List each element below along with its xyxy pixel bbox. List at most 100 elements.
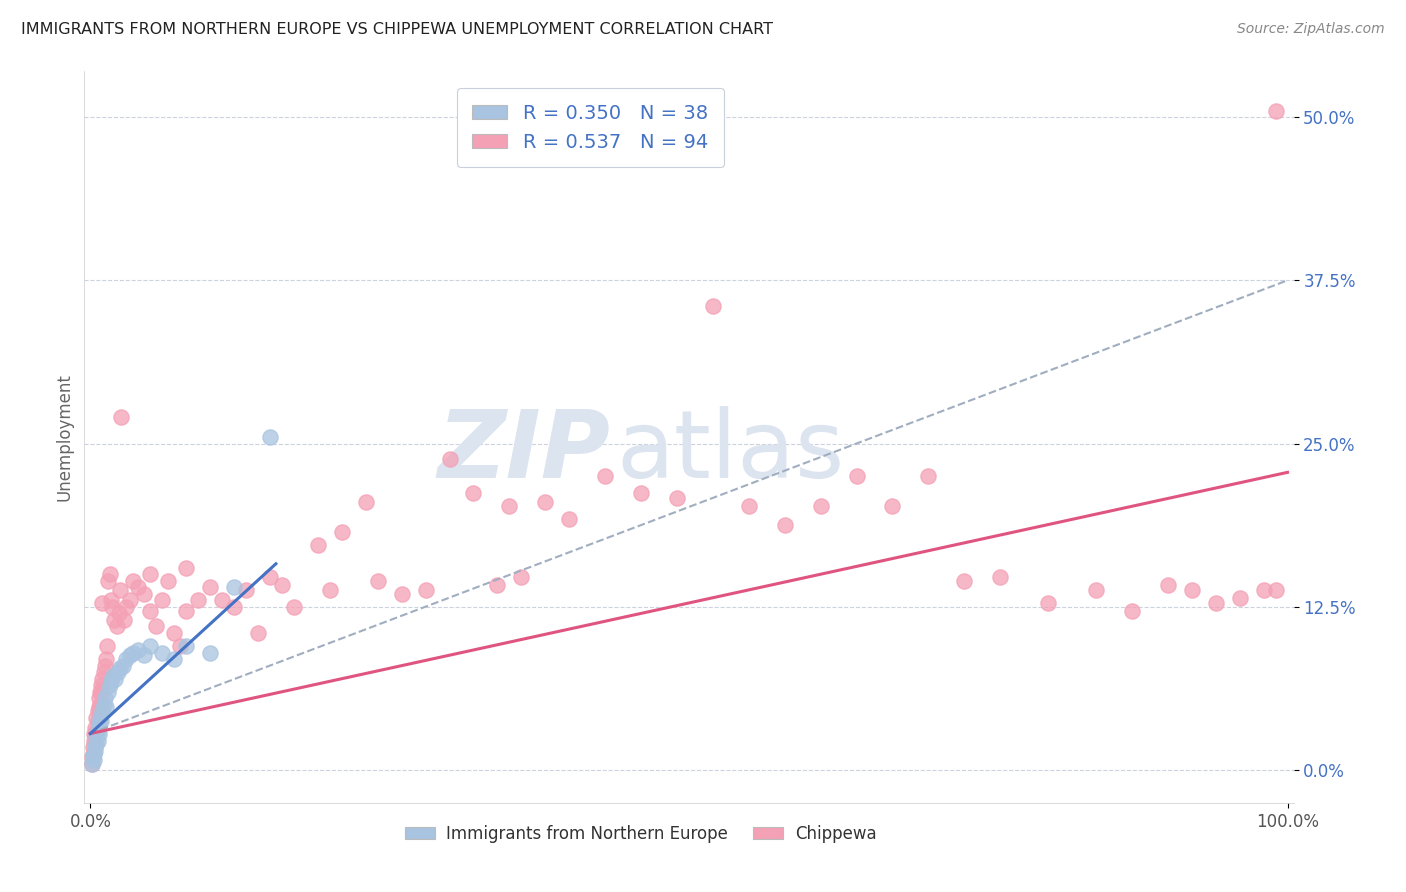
Point bbox=[222, 599, 245, 614]
Point bbox=[534, 495, 557, 509]
Point bbox=[118, 593, 141, 607]
Point bbox=[86, 737, 108, 751]
Point bbox=[112, 613, 135, 627]
Point bbox=[235, 582, 257, 597]
Point bbox=[174, 604, 197, 618]
Point bbox=[150, 646, 173, 660]
Point bbox=[89, 698, 111, 712]
Point bbox=[86, 723, 108, 738]
Point bbox=[110, 582, 132, 597]
Point bbox=[773, 517, 796, 532]
Point bbox=[510, 570, 533, 584]
Point bbox=[82, 739, 104, 754]
Point bbox=[98, 567, 121, 582]
Point bbox=[810, 500, 832, 514]
Point bbox=[93, 698, 115, 712]
Point bbox=[738, 500, 761, 514]
Point bbox=[86, 714, 108, 728]
Point bbox=[882, 500, 904, 514]
Point bbox=[367, 574, 389, 588]
Point bbox=[1253, 582, 1275, 597]
Point bbox=[498, 500, 520, 514]
Point bbox=[94, 700, 117, 714]
Text: atlas: atlas bbox=[616, 406, 845, 498]
Point bbox=[198, 580, 221, 594]
Point bbox=[100, 674, 122, 689]
Point bbox=[91, 682, 114, 697]
Point bbox=[110, 661, 132, 675]
Point bbox=[91, 672, 114, 686]
Point bbox=[101, 599, 124, 614]
Point bbox=[150, 593, 173, 607]
Point bbox=[953, 574, 976, 588]
Point bbox=[702, 300, 724, 314]
Point bbox=[1181, 582, 1204, 597]
Point bbox=[558, 512, 581, 526]
Point bbox=[96, 639, 118, 653]
Point bbox=[917, 469, 939, 483]
Point bbox=[84, 743, 107, 757]
Point bbox=[139, 639, 162, 653]
Point bbox=[110, 410, 132, 425]
Point bbox=[211, 593, 233, 607]
Point bbox=[988, 570, 1011, 584]
Point bbox=[93, 665, 115, 680]
Point bbox=[98, 678, 121, 692]
Point bbox=[93, 658, 115, 673]
Point bbox=[91, 705, 114, 719]
Point bbox=[157, 574, 180, 588]
Point bbox=[169, 639, 191, 653]
Point bbox=[270, 577, 292, 591]
Point bbox=[97, 685, 120, 699]
Point bbox=[630, 486, 652, 500]
Point bbox=[101, 669, 124, 683]
Point bbox=[83, 753, 105, 767]
Point bbox=[87, 717, 110, 731]
Point bbox=[97, 574, 120, 588]
Point bbox=[145, 619, 167, 633]
Point bbox=[83, 726, 105, 740]
Point bbox=[134, 648, 156, 663]
Point bbox=[1264, 582, 1286, 597]
Text: ZIP: ZIP bbox=[437, 406, 610, 498]
Text: Source: ZipAtlas.com: Source: ZipAtlas.com bbox=[1237, 22, 1385, 37]
Point bbox=[82, 747, 104, 762]
Point bbox=[246, 626, 269, 640]
Point bbox=[104, 672, 127, 686]
Point bbox=[86, 723, 108, 738]
Point bbox=[86, 731, 108, 745]
Point bbox=[108, 607, 131, 621]
Point bbox=[84, 731, 107, 745]
Point bbox=[84, 722, 107, 736]
Point bbox=[415, 582, 437, 597]
Point bbox=[134, 587, 156, 601]
Point bbox=[91, 596, 114, 610]
Point bbox=[174, 639, 197, 653]
Point bbox=[174, 560, 197, 574]
Point bbox=[90, 714, 112, 728]
Point bbox=[90, 678, 112, 692]
Point bbox=[89, 711, 111, 725]
Point bbox=[86, 705, 108, 719]
Point bbox=[118, 648, 141, 663]
Point bbox=[354, 495, 377, 509]
Point bbox=[86, 734, 108, 748]
Point bbox=[127, 580, 149, 594]
Point bbox=[80, 756, 103, 771]
Point bbox=[845, 469, 868, 483]
Point bbox=[1229, 591, 1251, 605]
Point bbox=[222, 580, 245, 594]
Point bbox=[83, 734, 105, 748]
Point bbox=[82, 750, 104, 764]
Point bbox=[122, 574, 145, 588]
Point bbox=[1157, 577, 1180, 591]
Point bbox=[93, 691, 115, 706]
Legend: Immigrants from Northern Europe, Chippewa: Immigrants from Northern Europe, Chippew… bbox=[398, 818, 883, 849]
Point bbox=[486, 577, 509, 591]
Point bbox=[87, 691, 110, 706]
Point bbox=[115, 599, 138, 614]
Point bbox=[84, 739, 107, 754]
Point bbox=[283, 599, 305, 614]
Point bbox=[1264, 103, 1286, 118]
Point bbox=[319, 582, 342, 597]
